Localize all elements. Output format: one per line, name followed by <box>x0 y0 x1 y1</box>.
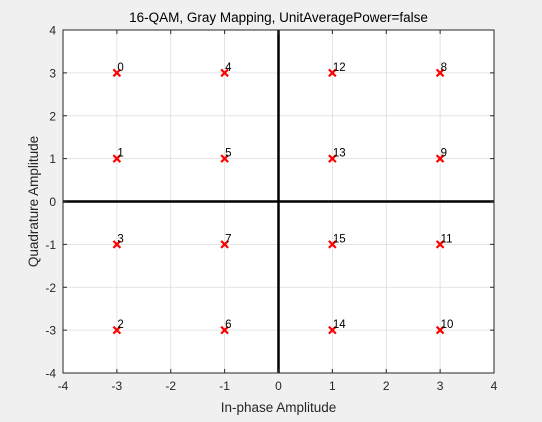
point-label: 11 <box>441 233 453 245</box>
constellation-point <box>220 68 229 78</box>
point-label: 15 <box>333 233 346 245</box>
x-tick-label: -1 <box>219 379 230 393</box>
x-tick-label: -4 <box>58 379 69 393</box>
marker-stroke <box>328 154 337 163</box>
y-tick-label: 4 <box>49 24 56 38</box>
point-label: 6 <box>225 319 231 331</box>
x-tick-label: -3 <box>112 379 123 393</box>
x-tick-label: 3 <box>437 379 444 393</box>
x-tick-label: 2 <box>383 379 390 393</box>
constellation-point <box>435 325 445 335</box>
constellation-point <box>112 325 122 335</box>
point-label: 14 <box>333 319 346 331</box>
data-points <box>112 68 445 335</box>
marker-stroke <box>435 240 445 249</box>
zero-axis-lines <box>63 30 494 373</box>
marker-stroke <box>220 325 229 335</box>
y-tick-label: -4 <box>45 367 56 381</box>
x-tick-label: -2 <box>165 379 176 393</box>
constellation-point <box>435 68 445 78</box>
point-label: 13 <box>333 148 346 160</box>
constellation-point <box>328 154 337 163</box>
marker-stroke <box>112 240 122 249</box>
point-label: 4 <box>225 62 232 74</box>
y-tick-label: -1 <box>45 238 56 252</box>
point-label: 8 <box>441 62 447 74</box>
constellation-point <box>112 68 122 78</box>
y-tick-label: 2 <box>49 109 56 123</box>
y-tick-labels: -4 -3 -2 -1 0 1 2 3 4 <box>45 24 56 381</box>
tick-marks <box>62 29 495 374</box>
constellation-point <box>220 325 229 335</box>
y-tick-label: -3 <box>45 324 56 338</box>
marker-stroke <box>328 240 337 249</box>
point-label: 3 <box>117 233 123 245</box>
x-tick-label: 4 <box>491 379 498 393</box>
constellation-point <box>220 240 229 249</box>
point-label: 9 <box>441 148 447 160</box>
point-label: 0 <box>117 62 123 74</box>
constellation-point <box>328 325 337 335</box>
y-tick-label: -2 <box>45 281 56 295</box>
constellation-point <box>112 154 122 163</box>
point-label: 2 <box>117 319 123 331</box>
marker-stroke <box>112 325 122 335</box>
marker-stroke <box>220 68 229 78</box>
marker-stroke <box>112 68 122 78</box>
constellation-point <box>328 240 337 249</box>
constellation-point <box>435 240 445 249</box>
point-label: 7 <box>225 233 231 245</box>
x-axis-label: In-phase Amplitude <box>221 400 337 415</box>
marker-stroke <box>435 154 445 163</box>
marker-stroke <box>328 325 337 335</box>
constellation-point <box>328 68 337 78</box>
x-tick-label: 0 <box>275 379 282 393</box>
point-label: 10 <box>441 319 454 331</box>
point-label: 12 <box>333 62 346 74</box>
marker-stroke <box>112 154 122 163</box>
point-label: 5 <box>225 148 231 160</box>
chart-title: 16-QAM, Gray Mapping, UnitAveragePower=f… <box>129 10 428 25</box>
marker-stroke <box>435 68 445 78</box>
x-tick-label: 1 <box>329 379 336 393</box>
x-tick-labels: -4 -3 -2 -1 0 1 2 3 4 <box>58 379 498 393</box>
y-tick-label: 1 <box>49 152 56 166</box>
constellation-point <box>220 154 229 163</box>
y-axis-label: Quadrature Amplitude <box>26 136 41 267</box>
y-tick-label: 3 <box>49 66 56 80</box>
y-tick-label: 0 <box>49 195 56 209</box>
marker-stroke <box>328 68 337 78</box>
constellation-point <box>112 240 122 249</box>
marker-stroke <box>220 240 229 249</box>
constellation-point <box>435 154 445 163</box>
point-label: 1 <box>117 148 123 160</box>
marker-stroke <box>435 325 445 335</box>
marker-stroke <box>220 154 229 163</box>
